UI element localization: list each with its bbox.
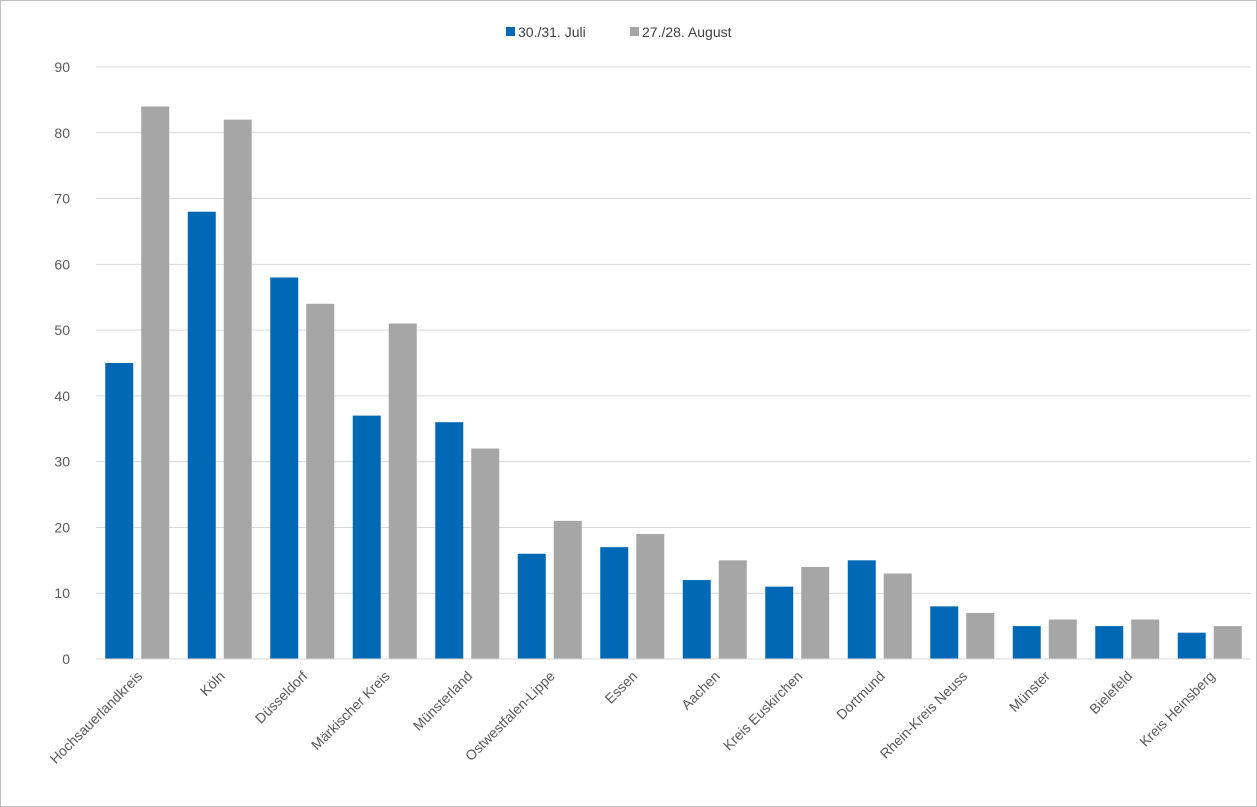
bar-series-2 [718, 560, 747, 659]
bar-series-1 [435, 422, 464, 659]
x-tick-label: Düsseldorf [252, 668, 311, 727]
legend: 30./31. Juli 27./28. August [506, 24, 732, 40]
bar-series-2 [1048, 619, 1077, 659]
y-tick-label: 60 [54, 256, 70, 272]
gridlines [96, 66, 1251, 594]
bar-series-2 [388, 323, 417, 659]
bar-series-1 [682, 580, 711, 659]
bar-series-1 [1177, 632, 1206, 659]
legend-label: 30./31. Juli [518, 24, 586, 40]
x-tick-label: Hochsauerlandkreis [47, 668, 146, 767]
bar-series-1 [930, 606, 959, 659]
bar-series-1 [765, 586, 794, 659]
bar-series-2 [883, 573, 912, 659]
y-tick-label: 20 [54, 519, 70, 535]
bar-series-2 [553, 520, 582, 659]
y-tick-label: 50 [54, 322, 70, 338]
bar-series-1 [1012, 626, 1041, 659]
bar-series-1 [1095, 626, 1124, 659]
x-tick-label: Ostwestfalen-Lippe [462, 668, 558, 764]
x-tick-label: Essen [602, 668, 641, 707]
y-tick-label: 90 [54, 59, 70, 75]
bar-series-2 [141, 106, 170, 659]
y-tick-label: 80 [54, 125, 70, 141]
bars [105, 106, 1242, 660]
legend-swatch [506, 27, 515, 36]
x-tick-label: Märkischer Kreis [308, 668, 393, 753]
bar-series-2 [223, 119, 252, 660]
bar-series-2 [966, 612, 995, 659]
y-tick-label: 10 [54, 585, 70, 601]
x-tick-label: Bielefeld [1086, 668, 1135, 717]
bar-series-2 [1131, 619, 1160, 659]
bar-series-2 [1213, 626, 1242, 659]
bar-series-1 [105, 363, 134, 659]
legend-swatch [630, 27, 639, 36]
x-tick-label: Aachen [678, 668, 723, 713]
bar-series-1 [187, 211, 216, 659]
x-tick-label: Kreis Heinsberg [1136, 668, 1218, 750]
bar-series-1 [270, 277, 299, 659]
bar-series-1 [352, 415, 381, 659]
y-tick-label: 40 [54, 388, 70, 404]
bar-series-2 [471, 448, 500, 659]
y-tick-label: 0 [62, 651, 70, 667]
bar-series-1 [600, 547, 629, 659]
bar-series-2 [801, 566, 830, 659]
x-tick-label: Köln [197, 668, 228, 699]
x-tick-label: Münsterland [410, 668, 476, 734]
x-tick-label: Kreis Euskirchen [720, 668, 806, 754]
y-tick-label: 70 [54, 191, 70, 207]
bar-series-1 [847, 560, 876, 659]
bar-series-2 [306, 303, 335, 659]
x-tick-label: Münster [1006, 668, 1053, 715]
bar-series-1 [517, 553, 546, 659]
y-tick-label: 30 [54, 454, 70, 470]
bar-series-2 [636, 534, 665, 659]
x-tick-label: Rhein-Kreis Neuss [877, 668, 971, 762]
x-axis-tick-labels: Hochsauerlandkreis Köln DüsseldorfMärkisch… [47, 668, 1218, 767]
legend-label: 27./28. August [642, 24, 732, 40]
y-axis-tick-labels: 0 10 20 30 40 50 60 70 80 90 [54, 59, 70, 667]
x-tick-label: Dortmund [833, 668, 888, 723]
